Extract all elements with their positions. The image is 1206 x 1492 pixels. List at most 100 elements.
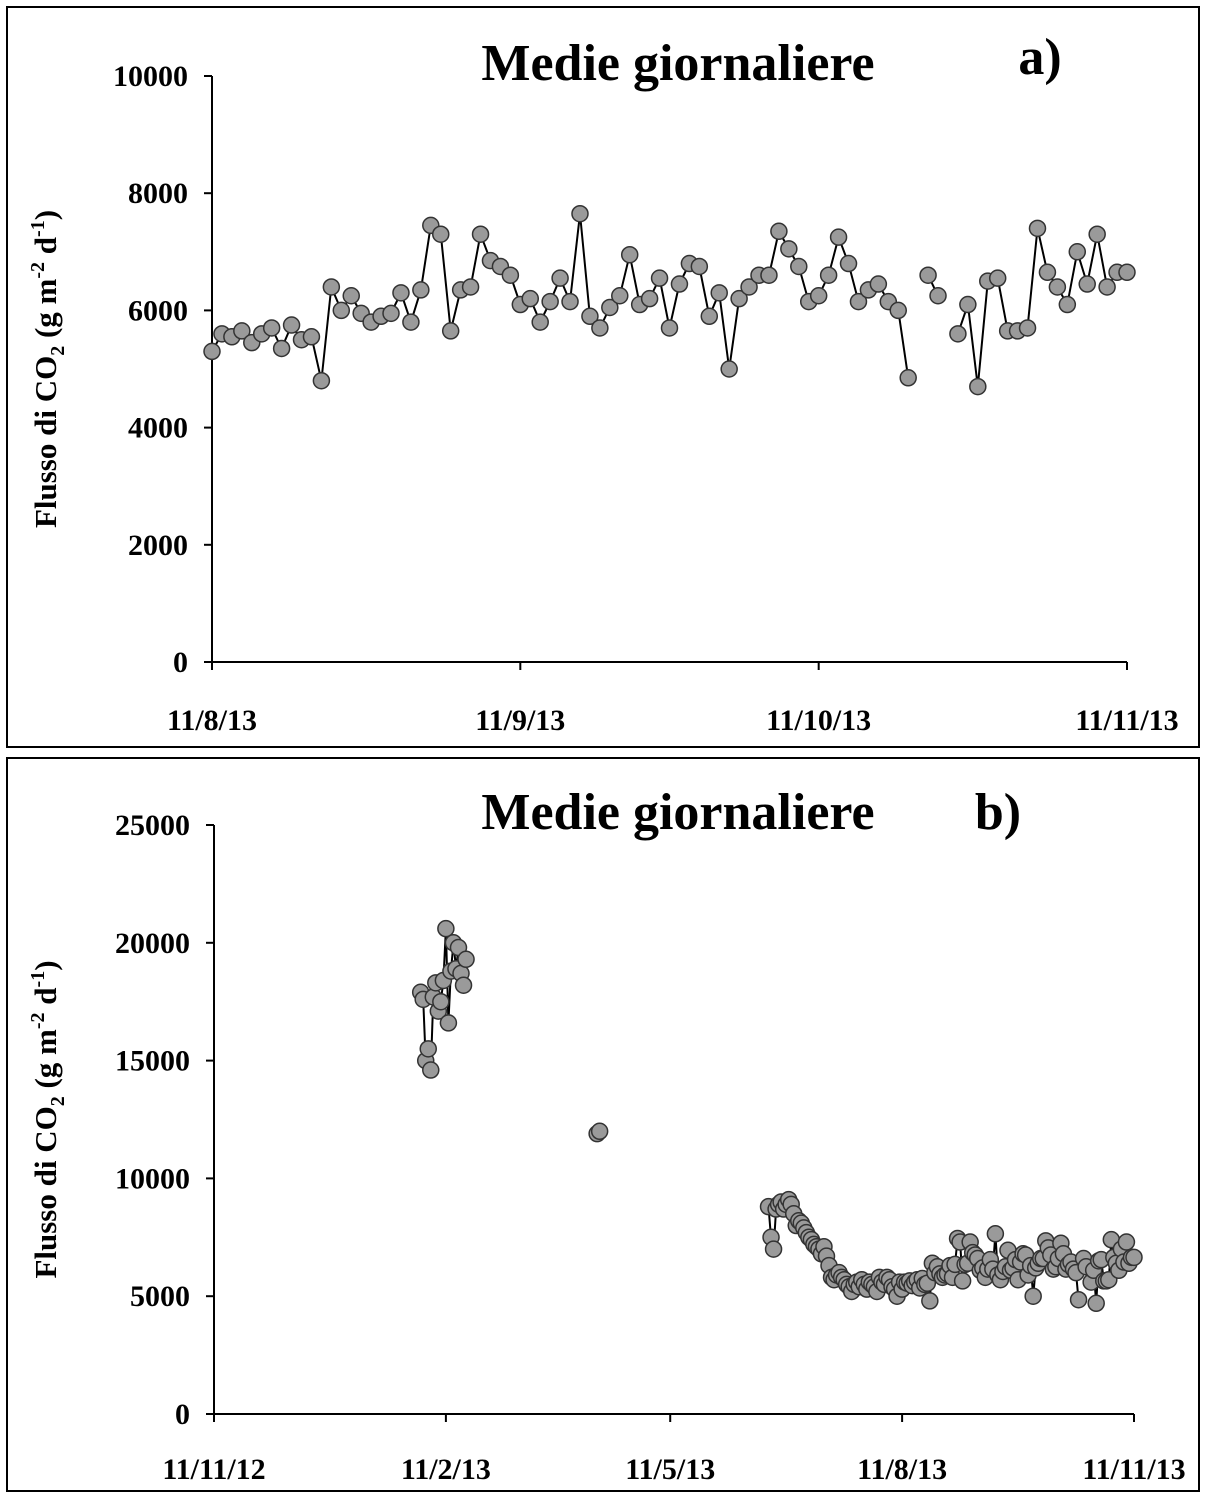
y-axis-label: Flusso di CO2 (g m-2 d-1) <box>27 960 69 1278</box>
data-point <box>1018 319 1037 337</box>
data-point <box>959 295 977 314</box>
series-line <box>956 228 1127 387</box>
data-point <box>899 369 917 387</box>
y-tick-label: 0 <box>175 1398 190 1431</box>
data-point <box>541 292 559 311</box>
data-point <box>581 307 599 326</box>
y-tick-label: 5000 <box>130 1280 190 1313</box>
data-point <box>1048 278 1067 296</box>
data-point <box>601 298 619 317</box>
data-point <box>561 292 579 311</box>
data-point <box>770 222 788 241</box>
data-point <box>986 1225 1005 1243</box>
data-point <box>839 254 858 273</box>
data-point <box>1088 225 1106 243</box>
data-point <box>829 228 848 246</box>
y-tick-label: 10000 <box>115 1162 190 1195</box>
data-point <box>764 1240 783 1258</box>
data-point <box>1038 263 1057 282</box>
data-point <box>332 301 351 320</box>
x-tick-label: 11/8/13 <box>167 704 257 737</box>
data-point <box>869 275 888 293</box>
data-point <box>929 287 947 305</box>
data-point <box>1028 219 1047 238</box>
data-point <box>819 266 838 284</box>
data-point <box>1078 275 1096 293</box>
data-point <box>501 266 520 284</box>
data-point <box>282 316 301 334</box>
data-point <box>531 313 549 331</box>
data-point <box>889 301 907 320</box>
chart-title: Medie giornaliere <box>481 35 874 92</box>
panel-label: a) <box>1018 29 1061 86</box>
data-point <box>670 275 689 293</box>
y-tick-label: 4000 <box>128 412 188 445</box>
data-point <box>551 269 569 287</box>
data-point <box>203 342 221 361</box>
data-point <box>809 287 828 305</box>
data-point <box>461 278 480 296</box>
data-point <box>690 257 709 276</box>
data-point <box>441 322 460 340</box>
x-tick-label: 11/10/13 <box>766 704 871 737</box>
y-tick-label: 8000 <box>128 177 188 210</box>
data-point <box>760 266 778 284</box>
data-point <box>571 204 589 223</box>
x-tick-label: 11/8/13 <box>857 1453 947 1486</box>
data-point <box>412 281 430 299</box>
data-point <box>262 319 281 337</box>
data-point <box>1118 263 1136 282</box>
y-tick-label: 2000 <box>128 529 188 562</box>
data-point <box>1069 1290 1088 1309</box>
x-tick-label: 11/2/13 <box>401 1453 491 1486</box>
data-point <box>1068 243 1087 261</box>
data-point <box>1117 1233 1136 1251</box>
data-point <box>591 319 609 337</box>
data-point <box>454 976 473 994</box>
data-point <box>382 304 400 323</box>
data-point <box>988 269 1007 287</box>
data-point <box>790 257 808 276</box>
data-point <box>611 287 629 305</box>
data-point <box>740 278 758 296</box>
x-tick-label: 11/5/13 <box>625 1453 715 1486</box>
y-tick-label: 20000 <box>115 927 190 960</box>
data-point <box>720 360 738 378</box>
data-point <box>780 240 798 258</box>
data-point <box>953 1272 972 1290</box>
data-point <box>392 284 410 302</box>
y-tick-label: 6000 <box>128 294 188 327</box>
x-tick-label: 11/11/12 <box>162 1453 265 1486</box>
data-point <box>620 245 639 264</box>
y-tick-label: 25000 <box>115 809 190 842</box>
data-point <box>969 377 987 396</box>
chart-panel-a: Medie giornaliere a) Flusso di CO2 (g m-2 … <box>6 6 1200 748</box>
data-point <box>640 289 659 308</box>
data-point <box>312 371 331 390</box>
data-point <box>650 269 669 287</box>
data-point <box>322 278 341 296</box>
data-point <box>1087 1294 1105 1313</box>
data-point <box>457 950 475 969</box>
data-point <box>432 992 450 1011</box>
data-point <box>590 1122 609 1141</box>
data-point <box>730 289 748 308</box>
data-point <box>1125 1248 1143 1267</box>
data-point <box>437 919 455 938</box>
data-point <box>921 1292 939 1310</box>
data-point <box>919 266 937 284</box>
data-point <box>700 307 719 326</box>
chart-panel-b: Medie giornaliere b) Flusso di CO2 (g m-2 … <box>6 757 1200 1492</box>
y-tick-label: 15000 <box>115 1045 190 1078</box>
data-point <box>1024 1287 1042 1305</box>
data-point <box>302 328 321 346</box>
chart-b-svg: Medie giornaliere b) Flusso di CO2 (g m-2 … <box>27 784 1186 1486</box>
y-tick-label: 10000 <box>113 60 188 93</box>
data-point <box>1058 295 1077 314</box>
data-point <box>342 287 360 305</box>
x-tick-label: 11/9/13 <box>475 704 565 737</box>
data-point <box>1098 278 1116 296</box>
data-point <box>233 322 251 340</box>
data-point <box>521 289 540 308</box>
chart-a-svg: Medie giornaliere a) Flusso di CO2 (g m-2 … <box>27 29 1179 737</box>
